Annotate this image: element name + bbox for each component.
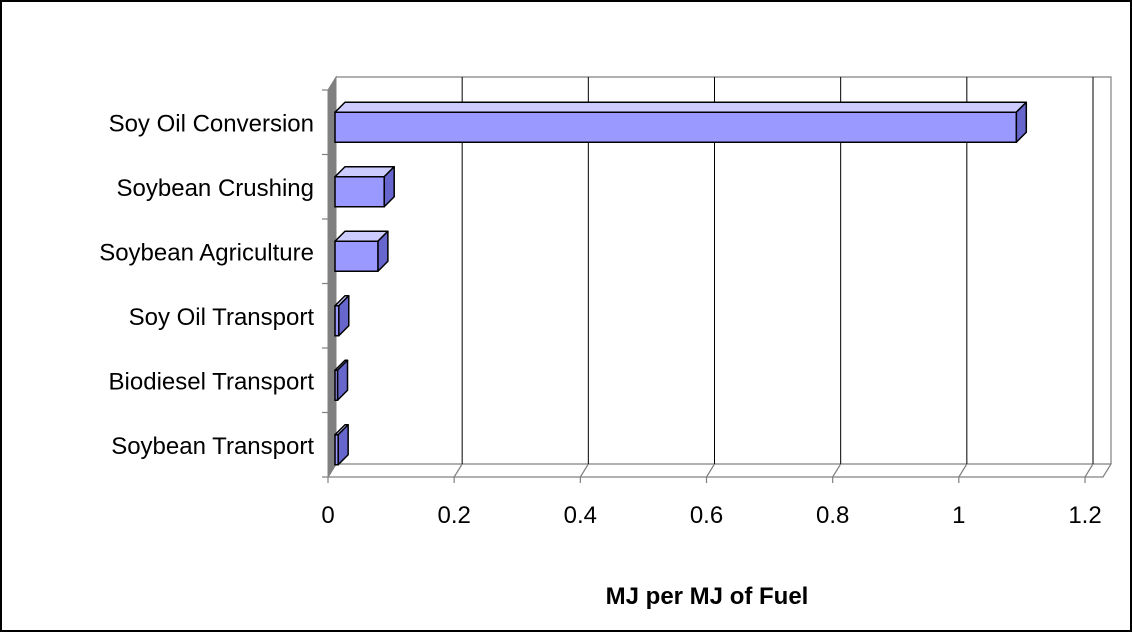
back-plane-outline	[336, 76, 1112, 464]
x-tick-label: 0.6	[690, 502, 723, 529]
bar	[334, 176, 385, 208]
floor-outline	[326, 463, 1113, 478]
bar	[334, 369, 339, 401]
floor-gridline	[1084, 463, 1094, 478]
y-category-label: Soy Oil Conversion	[109, 110, 314, 137]
axes	[322, 89, 1086, 483]
bar	[334, 305, 340, 337]
x-axis-title: MJ per MJ of Fuel	[606, 583, 809, 610]
floor-gridline	[832, 463, 842, 478]
y-category-label: Soy Oil Transport	[129, 304, 315, 331]
labels: 0 0.2 0.4 0.6 0.8 1 1.2 Soy Oil Conversion Soybe…	[99, 110, 1102, 529]
x-tick-label: 0.2	[437, 502, 470, 529]
floor-gridline	[453, 463, 463, 478]
bar	[334, 111, 1018, 143]
y-category-label: Soybean Crushing	[117, 175, 314, 202]
bar	[334, 240, 379, 272]
x-tick-label: 1.2	[1068, 502, 1101, 529]
floor-gridline	[579, 463, 589, 478]
bar-top	[334, 101, 1028, 113]
floor-gridline	[327, 463, 337, 478]
y-category-label: Soybean Transport	[111, 433, 314, 460]
floor-gridline	[705, 463, 716, 478]
x-tick-label: 0.4	[564, 502, 597, 529]
y-category-label: Biodiesel Transport	[109, 368, 315, 395]
x-tick-label: 0.8	[816, 502, 849, 529]
floor-gridline	[958, 463, 968, 478]
x-tick-label: 0	[321, 502, 334, 529]
x-tick-label: 1	[952, 502, 965, 529]
bar	[334, 434, 339, 466]
y-category-label: Soybean Agriculture	[99, 239, 314, 266]
bars	[334, 101, 1028, 466]
